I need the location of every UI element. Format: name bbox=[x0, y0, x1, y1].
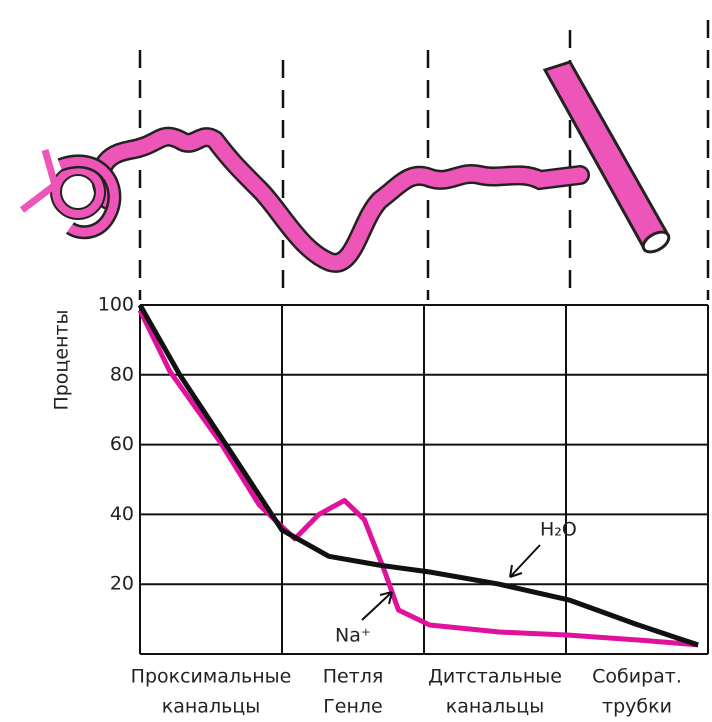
y-tick-label: 100 bbox=[98, 294, 134, 316]
x-tick-label: Дитстальные bbox=[428, 666, 562, 688]
x-tick-label: канальцы bbox=[162, 696, 260, 718]
x-tick-label: Петля bbox=[323, 666, 384, 688]
y-tick-label: 80 bbox=[110, 363, 134, 385]
arrow bbox=[509, 544, 541, 578]
x-tick-label: трубки bbox=[602, 696, 672, 718]
x-tick-label: канальцы bbox=[446, 696, 544, 718]
series-label: Na⁺ bbox=[335, 625, 371, 647]
line-series bbox=[137, 303, 699, 648]
x-tick-label: Проксимальные bbox=[131, 666, 292, 688]
y-tick-label: 20 bbox=[110, 573, 134, 595]
nephron-drawing bbox=[19, 20, 710, 300]
y-tick-label: 40 bbox=[110, 503, 134, 525]
y-axis-label: Проценты bbox=[51, 309, 73, 410]
y-tick-label: 60 bbox=[110, 433, 134, 455]
x-tick-label: Собират. bbox=[592, 666, 682, 688]
series-label: H₂O bbox=[540, 519, 577, 541]
x-tick-label: Генле bbox=[323, 696, 383, 718]
line-series bbox=[137, 309, 699, 648]
arrow bbox=[361, 591, 393, 621]
